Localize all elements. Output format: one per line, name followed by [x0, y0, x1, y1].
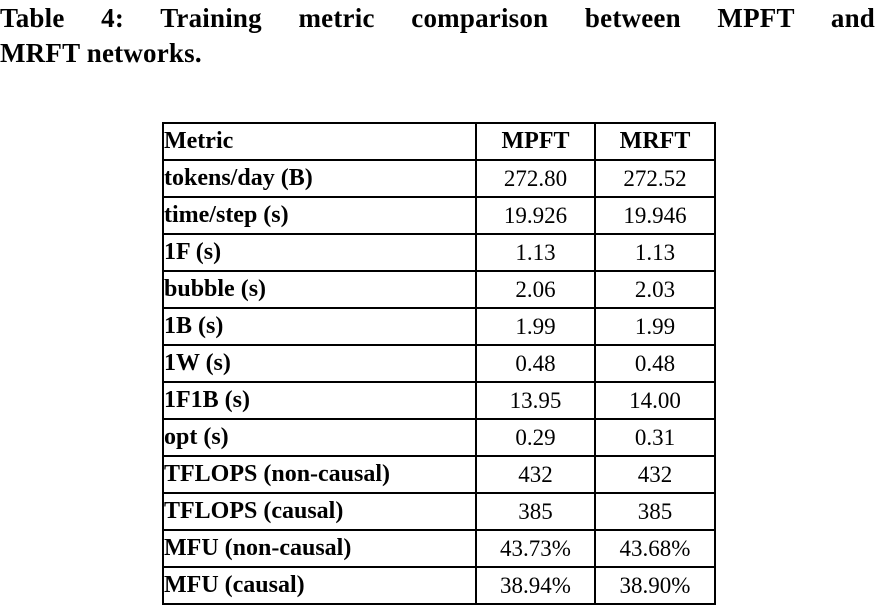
metric-label-cell: tokens/day (B)	[162, 159, 477, 198]
metric-label-cell: TFLOPS (non-causal)	[162, 455, 477, 494]
table-row: 1F (s) 1.13 1.13	[162, 233, 716, 272]
metric-value-cell: 1.99	[475, 307, 596, 346]
table-row: tokens/day (B) 272.80 272.52	[162, 159, 716, 198]
table-row: time/step (s) 19.926 19.946	[162, 196, 716, 235]
metric-label-cell: MFU (non-causal)	[162, 529, 477, 568]
metric-value-cell: 1.99	[594, 307, 716, 346]
metric-value-cell: 38.94%	[475, 566, 596, 605]
table-caption: Table 4: Training metric comparison betw…	[0, 1, 875, 71]
table-row: opt (s) 0.29 0.31	[162, 418, 716, 457]
metrics-table-body: tokens/day (B) 272.80 272.52 time/step (s) 1…	[162, 159, 716, 605]
metric-value-cell: 43.68%	[594, 529, 716, 568]
header-cell-metric: Metric	[162, 122, 477, 161]
metrics-table-head: Metric MPFT MRFT	[162, 122, 716, 161]
metric-label-cell: time/step (s)	[162, 196, 477, 235]
table-row: MFU (non-causal) 43.73% 43.68%	[162, 529, 716, 568]
table-row: 1B (s) 1.99 1.99	[162, 307, 716, 346]
header-cell-mpft: MPFT	[475, 122, 596, 161]
metric-value-cell: 0.48	[594, 344, 716, 383]
metric-value-cell: 385	[475, 492, 596, 531]
metric-label-cell: 1W (s)	[162, 344, 477, 383]
metric-value-cell: 2.06	[475, 270, 596, 309]
metric-value-cell: 2.03	[594, 270, 716, 309]
table-row: TFLOPS (non-causal) 432 432	[162, 455, 716, 494]
metric-value-cell: 385	[594, 492, 716, 531]
table-row: 1F1B (s) 13.95 14.00	[162, 381, 716, 420]
table-caption-line1: Table 4: Training metric comparison betw…	[0, 3, 875, 33]
metric-value-cell: 43.73%	[475, 529, 596, 568]
metric-value-cell: 14.00	[594, 381, 716, 420]
metric-value-cell: 19.926	[475, 196, 596, 235]
metric-value-cell: 432	[475, 455, 596, 494]
metric-value-cell: 0.29	[475, 418, 596, 457]
metric-value-cell: 272.80	[475, 159, 596, 198]
metrics-table: Metric MPFT MRFT tokens/day (B) 272.80 272.5…	[162, 122, 716, 605]
metric-value-cell: 19.946	[594, 196, 716, 235]
metric-value-cell: 38.90%	[594, 566, 716, 605]
metric-label-cell: MFU (causal)	[162, 566, 477, 605]
table-caption-line2: MRFT networks.	[0, 38, 202, 68]
metric-value-cell: 432	[594, 455, 716, 494]
table-row: 1W (s) 0.48 0.48	[162, 344, 716, 383]
metric-label-cell: 1F1B (s)	[162, 381, 477, 420]
metric-label-cell: 1F (s)	[162, 233, 477, 272]
metric-value-cell: 13.95	[475, 381, 596, 420]
metric-label-cell: bubble (s)	[162, 270, 477, 309]
table-row: bubble (s) 2.06 2.03	[162, 270, 716, 309]
metric-value-cell: 272.52	[594, 159, 716, 198]
metric-value-cell: 0.48	[475, 344, 596, 383]
header-row: Metric MPFT MRFT	[162, 122, 716, 161]
metric-value-cell: 0.31	[594, 418, 716, 457]
metric-label-cell: opt (s)	[162, 418, 477, 457]
metric-value-cell: 1.13	[594, 233, 716, 272]
table-row: TFLOPS (causal) 385 385	[162, 492, 716, 531]
header-cell-mrft: MRFT	[594, 122, 716, 161]
metric-label-cell: 1B (s)	[162, 307, 477, 346]
metric-value-cell: 1.13	[475, 233, 596, 272]
table-row: MFU (causal) 38.94% 38.90%	[162, 566, 716, 605]
metric-label-cell: TFLOPS (causal)	[162, 492, 477, 531]
